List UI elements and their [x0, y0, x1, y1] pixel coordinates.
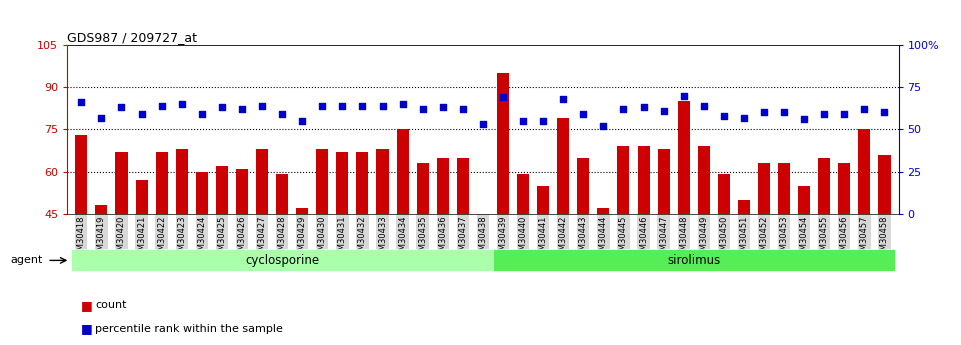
- Point: [355, 103, 370, 108]
- Point: [214, 105, 230, 110]
- Point: [435, 105, 451, 110]
- Point: [797, 117, 812, 122]
- Point: [375, 103, 390, 108]
- Point: [476, 121, 491, 127]
- Bar: [136, 180, 148, 341]
- Point: [776, 110, 792, 115]
- Point: [314, 103, 330, 108]
- Point: [74, 100, 89, 105]
- Point: [174, 101, 189, 107]
- Bar: [336, 152, 349, 341]
- Point: [395, 101, 410, 107]
- Point: [113, 105, 129, 110]
- Bar: [738, 200, 750, 341]
- Text: ■: ■: [82, 322, 93, 335]
- Point: [716, 113, 731, 119]
- Bar: [95, 205, 108, 341]
- Bar: [698, 146, 710, 341]
- Bar: [417, 163, 429, 341]
- Text: count: count: [95, 300, 127, 310]
- Text: agent: agent: [11, 255, 43, 265]
- Point: [154, 103, 169, 108]
- Bar: [617, 146, 629, 341]
- Bar: [598, 208, 609, 341]
- Point: [415, 106, 431, 112]
- Point: [596, 123, 611, 129]
- Text: sirolimus: sirolimus: [667, 254, 721, 267]
- Bar: [718, 175, 729, 341]
- Bar: [497, 73, 509, 341]
- Bar: [71, 249, 493, 272]
- Text: percentile rank within the sample: percentile rank within the sample: [95, 324, 283, 334]
- Bar: [858, 129, 871, 341]
- Point: [234, 106, 250, 112]
- Point: [294, 118, 309, 124]
- Bar: [878, 155, 891, 341]
- Bar: [678, 101, 690, 341]
- Point: [535, 118, 551, 124]
- Bar: [216, 166, 228, 341]
- Bar: [156, 152, 167, 341]
- Bar: [537, 186, 549, 341]
- Bar: [818, 158, 830, 341]
- Point: [515, 118, 530, 124]
- Bar: [377, 149, 388, 341]
- Text: cyclosporine: cyclosporine: [245, 254, 319, 267]
- Point: [616, 106, 631, 112]
- Point: [134, 111, 149, 117]
- Bar: [196, 172, 208, 341]
- Bar: [256, 149, 268, 341]
- Bar: [456, 158, 469, 341]
- Text: GDS987 / 209727_at: GDS987 / 209727_at: [67, 31, 197, 44]
- Bar: [657, 149, 670, 341]
- Point: [495, 95, 510, 100]
- Point: [555, 96, 571, 102]
- Point: [676, 93, 691, 98]
- Point: [94, 115, 110, 120]
- Point: [817, 111, 832, 117]
- Bar: [758, 163, 770, 341]
- Bar: [276, 175, 288, 341]
- Point: [334, 103, 350, 108]
- Bar: [436, 158, 449, 341]
- Bar: [397, 129, 408, 341]
- Bar: [477, 214, 489, 341]
- Point: [275, 111, 290, 117]
- Point: [656, 108, 672, 114]
- Point: [756, 110, 772, 115]
- Point: [636, 105, 652, 110]
- Bar: [778, 163, 790, 341]
- Point: [736, 115, 752, 120]
- Bar: [517, 175, 530, 341]
- Point: [194, 111, 209, 117]
- Point: [856, 106, 872, 112]
- Bar: [296, 208, 308, 341]
- Bar: [316, 149, 329, 341]
- Bar: [557, 118, 569, 341]
- Point: [696, 103, 711, 108]
- Point: [255, 103, 270, 108]
- Point: [876, 110, 892, 115]
- Point: [456, 106, 471, 112]
- Bar: [75, 135, 87, 341]
- Bar: [493, 249, 895, 272]
- Bar: [236, 169, 248, 341]
- Bar: [176, 149, 187, 341]
- Bar: [637, 146, 650, 341]
- Point: [576, 111, 591, 117]
- Bar: [578, 158, 589, 341]
- Bar: [838, 163, 850, 341]
- Bar: [357, 152, 368, 341]
- Point: [837, 111, 852, 117]
- Text: ■: ■: [82, 299, 93, 312]
- Bar: [115, 152, 128, 341]
- Bar: [799, 186, 810, 341]
